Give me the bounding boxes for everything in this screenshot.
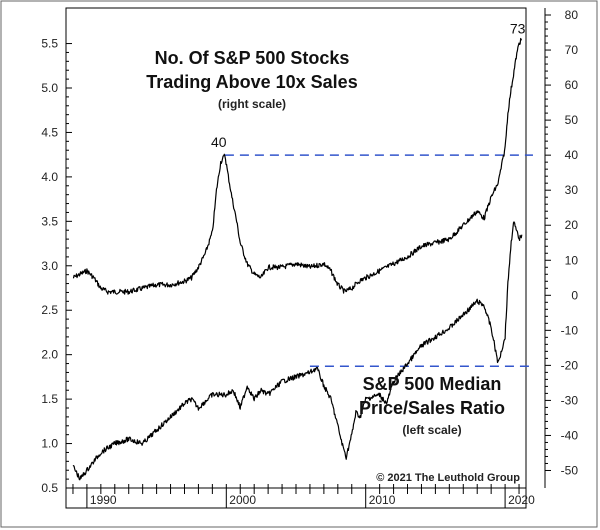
right-tick-label: 30	[565, 183, 579, 197]
series-line	[72, 37, 523, 295]
left-tick-label: 5.5	[41, 37, 58, 51]
left-tick-label: 3.5	[41, 214, 58, 228]
right-tick-label: -50	[561, 463, 579, 477]
annotation-40: 40	[211, 134, 227, 150]
right-tick-label: 0	[571, 288, 578, 302]
right-axis: -50 -40 -30 -20 -10 0 10 20 30 40 50 60 70 80	[545, 8, 578, 477]
left-tick-label: 3.0	[41, 259, 58, 273]
right-tick-label: -30	[561, 393, 579, 407]
left-tick-label: 2.0	[41, 348, 58, 362]
right-tick-label: 10	[565, 253, 579, 267]
x-tick-label: 2000	[229, 493, 256, 507]
bottom-title-line2: Price/Sales Ratio	[359, 398, 505, 418]
right-tick-label: 20	[565, 218, 579, 232]
x-tick-label: 1990	[90, 493, 117, 507]
left-tick-label: 5.0	[41, 81, 58, 95]
x-tick-label: 2010	[369, 493, 396, 507]
left-tick-label: 4.0	[41, 170, 58, 184]
right-tick-label: -10	[561, 323, 579, 337]
top-title-line1: No. Of S&P 500 Stocks	[155, 48, 350, 68]
reference-lines	[224, 154, 533, 367]
right-tick-label: 60	[565, 78, 579, 92]
left-axis: 0.5 1.0 1.5 2.0 2.5 3.0 3.5 4.0 4.5 5.0 5.5	[41, 37, 72, 495]
bottom-title-scale-note: (left scale)	[402, 423, 461, 437]
annotation-73: 73	[510, 21, 526, 37]
right-tick-label: -40	[561, 428, 579, 442]
left-tick-label: 1.5	[41, 392, 58, 406]
left-tick-label: 1.0	[41, 437, 58, 451]
series-line	[72, 221, 523, 481]
bottom-title-line1: S&P 500 Median	[363, 374, 502, 394]
x-axis: 1990 2000 2010 2020	[72, 484, 535, 508]
left-tick-label: 0.5	[41, 481, 58, 495]
top-title-scale-note: (right scale)	[218, 97, 286, 111]
right-tick-label: -20	[561, 358, 579, 372]
right-tick-label: 50	[565, 113, 579, 127]
top-title-line2: Trading Above 10x Sales	[146, 72, 357, 92]
left-tick-label: 2.5	[41, 303, 58, 317]
right-tick-label: 80	[565, 8, 579, 22]
copyright: © 2021 The Leuthold Group	[376, 472, 520, 484]
x-tick-label: 2020	[508, 493, 535, 507]
series-group	[72, 37, 523, 481]
left-tick-label: 4.5	[41, 125, 58, 139]
right-tick-label: 70	[565, 43, 579, 57]
right-tick-label: 40	[565, 148, 579, 162]
